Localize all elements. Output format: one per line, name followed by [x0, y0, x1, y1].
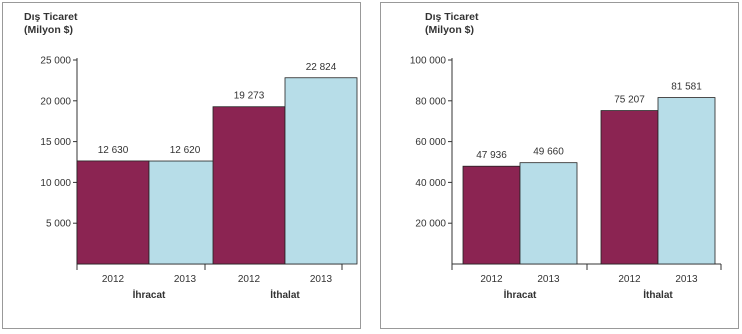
bar [462, 165, 521, 265]
bar-value-label: 75 207 [614, 95, 645, 106]
bar [600, 110, 659, 265]
bar [148, 160, 222, 265]
x-category-label: 2012 [618, 274, 641, 285]
chart-panel-left: Dış Ticaret (Milyon $) 5 000 10 000 15 000 20… [2, 2, 361, 329]
y-tick-label: 20 000 [415, 219, 446, 230]
chart-title: (Milyon $) [24, 24, 73, 36]
y-tick-label: 100 000 [410, 56, 447, 67]
y-tick-label: 25 000 [40, 56, 71, 67]
chart-title: Dış Ticaret [24, 11, 78, 23]
bar-value-label: 12 630 [98, 145, 129, 156]
y-tick-label: 40 000 [415, 178, 446, 189]
y-tick-label: 10 000 [40, 178, 71, 189]
bar-value-label: 12 620 [170, 145, 201, 156]
x-category-label: 2013 [675, 274, 698, 285]
x-category-label: 2012 [480, 274, 503, 285]
y-tick-label: 5 000 [46, 219, 71, 230]
bar [76, 160, 150, 265]
chart-left: Dış Ticaret(Milyon $) 5 000 10 000 15 000 20… [2, 2, 361, 329]
x-category-label: 2012 [238, 274, 261, 285]
x-category-label: 2013 [537, 274, 560, 285]
bar [657, 97, 716, 265]
x-group-label: İhracat [133, 288, 166, 301]
x-group-label: İthalat [270, 288, 300, 301]
x-group-label: İthalat [643, 288, 673, 301]
chart-right: Dış Ticaret(Milyon $) 20 000 40 000 60 000 8… [380, 2, 739, 329]
y-tick-label: 15 000 [40, 137, 71, 148]
bar [212, 106, 286, 265]
x-category-label: 2012 [102, 274, 125, 285]
y-tick-label: 80 000 [415, 96, 446, 107]
bar-value-label: 19 273 [234, 91, 265, 102]
y-tick-label: 20 000 [40, 96, 71, 107]
bar [519, 162, 578, 265]
x-category-label: 2013 [310, 274, 333, 285]
x-category-label: 2013 [174, 274, 197, 285]
bar-value-label: 47 936 [476, 150, 507, 161]
bar [284, 77, 358, 265]
x-group-label: İhracat [504, 288, 537, 301]
y-tick-label: 60 000 [415, 137, 446, 148]
chart-title: Dış Ticaret [425, 11, 479, 23]
chart-title: (Milyon $) [425, 24, 474, 36]
chart-panel-right: Dış Ticaret (Milyon $) 20 000 40 000 60 000 8… [380, 2, 739, 329]
bar-value-label: 49 660 [533, 147, 564, 158]
bar-value-label: 22 824 [306, 62, 337, 73]
bar-value-label: 81 581 [671, 82, 702, 93]
